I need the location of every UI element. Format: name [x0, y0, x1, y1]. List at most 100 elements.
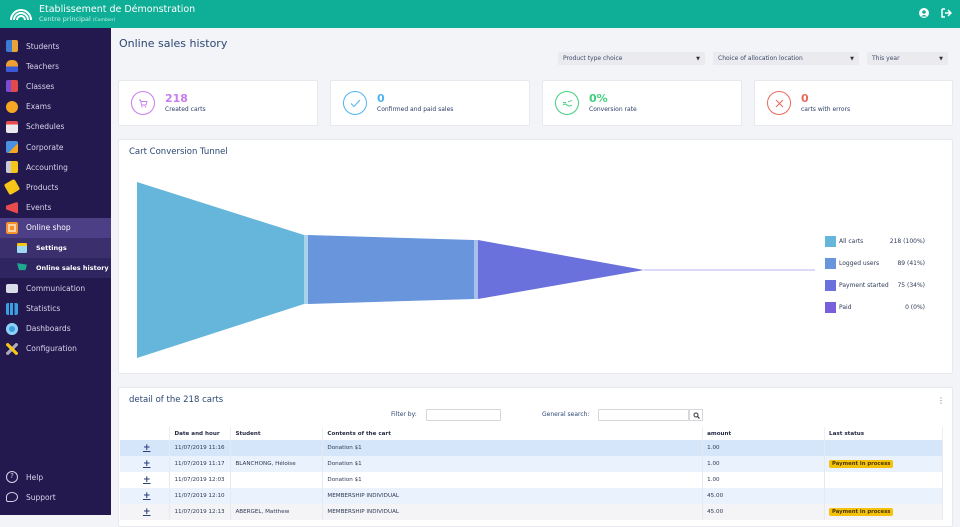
sidebar-item-configuration[interactable]: Configuration [0, 339, 111, 359]
error-x-icon [767, 91, 791, 115]
institution-title: Etablissement de Démonstration [39, 3, 196, 15]
sidebar-item-communication[interactable]: Communication [0, 278, 111, 298]
sidebar-item-dashboards[interactable]: Dashboards [0, 319, 111, 339]
students-icon [6, 40, 18, 53]
corporate-icon [6, 141, 18, 154]
legend-item-payment-started[interactable]: Payment started 75 (34%) [825, 274, 925, 296]
tag-icon [3, 179, 21, 196]
sidebar-item-schedules[interactable]: Schedules [0, 117, 111, 137]
col-contents[interactable]: Contents of the cart [322, 427, 704, 440]
sidebar-item-classes[interactable]: Classes [0, 76, 111, 96]
legend-item-all-carts[interactable]: All carts 218 (100%) [825, 230, 925, 252]
period-select[interactable]: This year ▼ [867, 52, 948, 65]
settings-icon [17, 242, 27, 253]
funnel-chart-panel: Cart Conversion Tunnel All carts 218 (100… [118, 139, 953, 374]
logout-icon[interactable] [940, 7, 952, 19]
cart-history-icon [17, 263, 27, 271]
created-carts-label: Created carts [165, 106, 206, 113]
exams-icon [6, 100, 18, 113]
errors-label: carts with errors [801, 106, 851, 113]
main-content: Online sales history Product type choice… [111, 28, 960, 527]
check-icon [343, 91, 367, 115]
allocation-location-select[interactable]: Choice of allocation location ▼ [713, 52, 859, 65]
funnel-segment-all-carts[interactable] [137, 182, 304, 358]
table-row[interactable]: + 11/07/2019 11:16 Donation $1 1.00 [120, 440, 943, 456]
col-date[interactable]: Date and hour [169, 427, 232, 440]
table-row[interactable]: + 11/07/2019 11:17 BLANCHONG, Héloïse Do… [120, 456, 943, 472]
top-bar: Etablissement de Démonstration Centre pr… [0, 0, 960, 28]
table-row[interactable]: + 11/07/2019 12:03 Donation $1 1.00 [120, 472, 943, 488]
sidebar-item-statistics[interactable]: Statistics [0, 298, 111, 318]
chart-title: Cart Conversion Tunnel [129, 147, 228, 157]
teacher-icon [6, 60, 18, 73]
sidebar-item-products[interactable]: Products [0, 177, 111, 197]
general-search-input[interactable] [598, 409, 689, 421]
filter-by-label: Filter by: [391, 411, 417, 418]
col-student[interactable]: Student [230, 427, 324, 440]
chart-legend: All carts 218 (100%) Logged users 89 (41%)… [825, 230, 925, 318]
expand-row-icon[interactable]: + [142, 459, 151, 469]
stat-card-created-carts: 218 Created carts [118, 80, 318, 126]
table-row[interactable]: + 11/07/2019 12:10 MEMBERSHIP INDIVIDUAL… [120, 488, 943, 504]
created-carts-value: 218 [165, 92, 188, 105]
more-options-icon[interactable]: ⋮ [937, 396, 945, 405]
expand-row-icon[interactable]: + [142, 507, 151, 517]
sidebar-subitem-online-sales-history[interactable]: Online sales history [0, 258, 111, 279]
expand-row-icon[interactable]: + [142, 491, 151, 501]
detail-title: detail of the 218 carts [129, 395, 224, 405]
envelope-icon [6, 283, 18, 293]
sidebar-subitem-settings[interactable]: Settings [0, 237, 111, 259]
sidebar-item-accounting[interactable]: Accounting [0, 157, 111, 177]
funnel-chart [137, 182, 815, 358]
classes-icon [6, 80, 18, 93]
dropdown-arrow-icon: ▼ [939, 55, 943, 62]
sidebar-item-events[interactable]: Events [0, 198, 111, 218]
dropdown-arrow-icon: ▼ [850, 55, 854, 62]
chat-icon [6, 492, 18, 502]
search-icon [693, 412, 700, 419]
conversion-rate-label: Conversion rate [589, 106, 637, 113]
conversion-rate-value: 0% [589, 92, 608, 105]
tools-icon [6, 342, 18, 355]
calendar-icon [6, 120, 18, 133]
rainbow-logo-icon[interactable] [4, 0, 38, 28]
help-icon: ? [6, 471, 18, 483]
col-amount[interactable]: amount [702, 427, 826, 440]
filter-by-input[interactable] [426, 409, 501, 421]
statistics-icon [6, 302, 18, 315]
stat-card-confirmed-sales: 0 Confirmed and paid sales [330, 80, 530, 126]
sidebar-item-online-shop[interactable]: Online shop [0, 217, 111, 238]
general-search-label: General search: [542, 411, 590, 418]
search-button[interactable] [689, 409, 703, 421]
legend-item-paid[interactable]: Paid 0 (0%) [825, 296, 925, 318]
funnel-segment-logged-users[interactable] [308, 235, 474, 304]
sidebar-item-teachers[interactable]: Teachers [0, 56, 111, 76]
dashboard-icon [6, 322, 18, 335]
sidebar-item-exams[interactable]: Exams [0, 97, 111, 117]
cart-detail-panel: detail of the 218 carts ⋮ Filter by: Gen… [118, 387, 953, 527]
col-expand [120, 427, 171, 440]
page-title: Online sales history [119, 37, 228, 50]
sidebar-item-corporate[interactable]: Corporate [0, 137, 111, 157]
megaphone-icon [6, 201, 18, 214]
product-type-select[interactable]: Product type choice ▼ [558, 52, 705, 65]
shop-icon [6, 221, 18, 234]
sidebar-item-students[interactable]: Students [0, 36, 111, 56]
dropdown-arrow-icon: ▼ [696, 55, 700, 62]
status-badge: Payment in process [829, 508, 894, 516]
table-header-row: Date and hour Student Contents of the ca… [120, 427, 943, 440]
col-last-status[interactable]: Last status [824, 427, 943, 440]
carts-table: Date and hour Student Contents of the ca… [120, 427, 943, 520]
expand-row-icon[interactable]: + [142, 443, 151, 453]
expand-row-icon[interactable]: + [142, 475, 151, 485]
user-account-icon[interactable] [918, 7, 930, 19]
confirmed-sales-label: Confirmed and paid sales [377, 106, 454, 113]
sidebar-item-help[interactable]: ? Help [0, 467, 111, 487]
sidebar-item-support[interactable]: Support [0, 487, 111, 507]
funnel-segment-payment-started[interactable] [478, 240, 644, 299]
stat-card-carts-with-errors: 0 carts with errors [754, 80, 953, 126]
institution-subtitle: Centre principal (Cambier) [39, 15, 116, 23]
legend-item-logged-users[interactable]: Logged users 89 (41%) [825, 252, 925, 274]
conversion-icon [555, 91, 579, 115]
table-row[interactable]: + 11/07/2019 12:13 ABERGEL, Matthew MEMB… [120, 504, 943, 520]
